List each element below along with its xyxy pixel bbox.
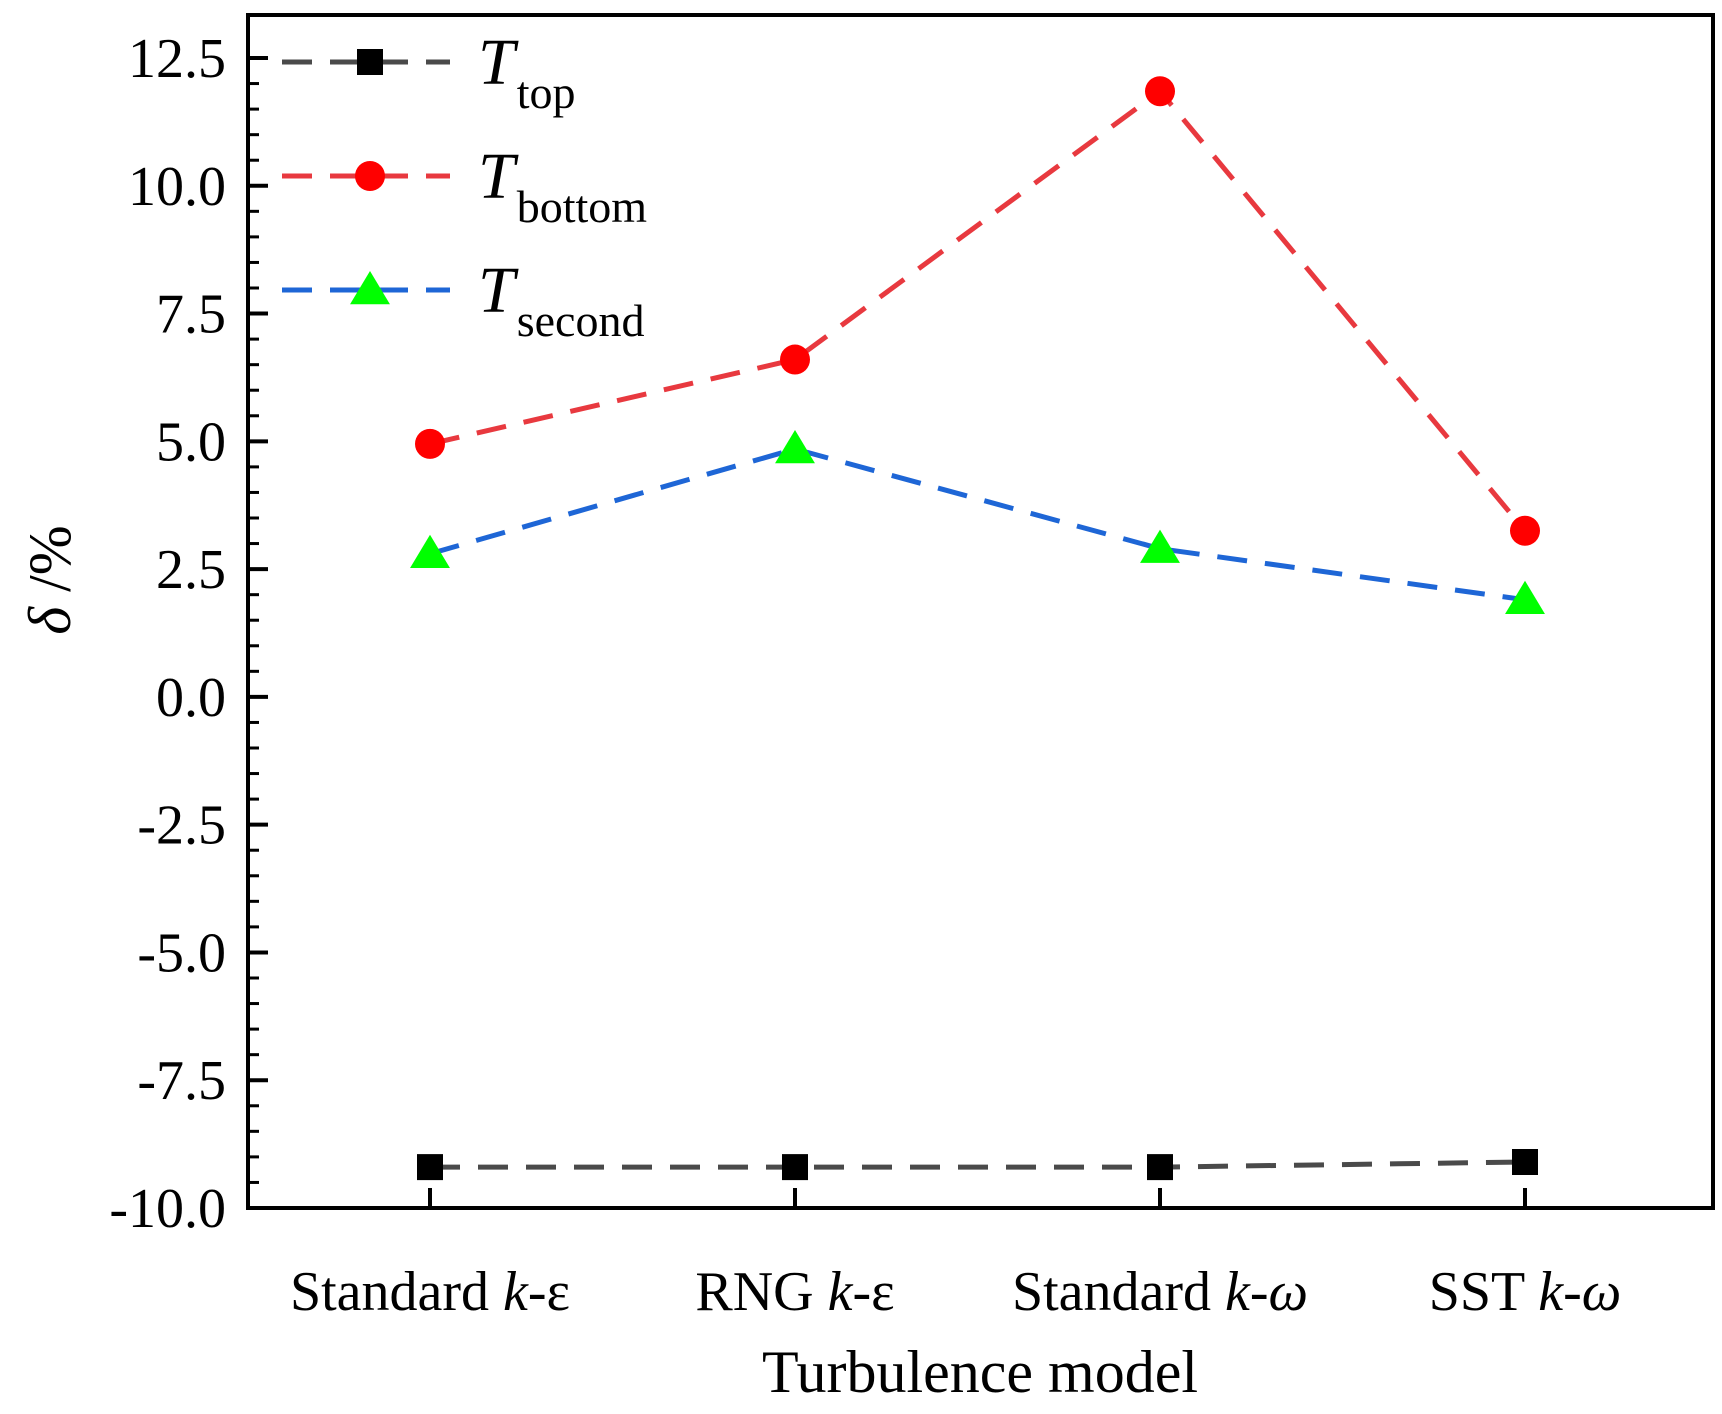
data-point-top — [782, 1154, 808, 1181]
y-axis-symbol: δ — [17, 606, 83, 635]
y-tick-label: 2.5 — [156, 539, 226, 601]
x-axis-title: Turbulence model — [762, 1339, 1198, 1405]
x-tick-label: Standard k-ω — [1012, 1261, 1308, 1323]
series-top — [417, 1149, 1538, 1181]
series-line-second — [429, 446, 1526, 603]
data-point-bottom — [1510, 515, 1540, 546]
x-tick-label: Standard k-ε — [290, 1261, 570, 1323]
series-second — [410, 430, 1545, 615]
legend: Ttop Tbottom Tsecond — [282, 26, 647, 346]
x-tick-label: SST k-ω — [1429, 1261, 1622, 1323]
legend-marker — [355, 161, 385, 191]
x-axis: Standard k-ε RNG k-ε Standard k-ω SST k-ω — [290, 1188, 1621, 1323]
series-bottom — [415, 76, 1540, 546]
legend-marker — [350, 271, 390, 305]
legend-marker — [357, 49, 383, 75]
data-point-second — [1140, 529, 1180, 563]
legend-label: Tbottom — [478, 140, 647, 232]
y-tick-label: 5.0 — [156, 411, 226, 473]
legend-item-bottom: Tbottom — [282, 140, 647, 232]
legend-label: Ttop — [478, 26, 576, 118]
series-layer — [410, 76, 1545, 1181]
series-line-bottom — [429, 87, 1527, 533]
data-point-bottom — [1145, 76, 1175, 107]
data-point-second — [1505, 580, 1545, 615]
data-point-second — [775, 430, 815, 464]
y-axis-title: δ /% — [17, 525, 83, 635]
data-point-top — [1147, 1154, 1173, 1181]
data-point-top — [417, 1154, 443, 1181]
series-line-top — [430, 1159, 1526, 1170]
y-axis: -10.0 -7.5 -5.0 -2.5 0.0 2.5 5.0 7.5 10.0 12.5 — [109, 28, 268, 1240]
data-point-second — [410, 534, 450, 569]
y-tick-label: 10.0 — [128, 156, 226, 218]
legend-item-second: Tsecond — [282, 254, 644, 346]
data-point-top — [1512, 1149, 1538, 1175]
y-tick-label: -10.0 — [109, 1178, 226, 1240]
data-point-bottom — [415, 428, 445, 459]
y-axis-unit: /% — [17, 525, 83, 607]
y-tick-label: 12.5 — [128, 28, 226, 90]
data-point-bottom — [780, 344, 810, 375]
x-tick-label: RNG k-ε — [695, 1261, 894, 1323]
y-tick-label: 0.0 — [156, 667, 226, 729]
y-tick-label: -7.5 — [137, 1050, 226, 1112]
legend-item-top: Ttop — [282, 26, 576, 118]
legend-label: Tsecond — [478, 254, 644, 346]
y-tick-label: -5.0 — [137, 922, 226, 984]
plot-frame — [246, 13, 1715, 1210]
y-tick-label: 7.5 — [156, 284, 226, 346]
y-tick-label: -2.5 — [137, 795, 226, 857]
